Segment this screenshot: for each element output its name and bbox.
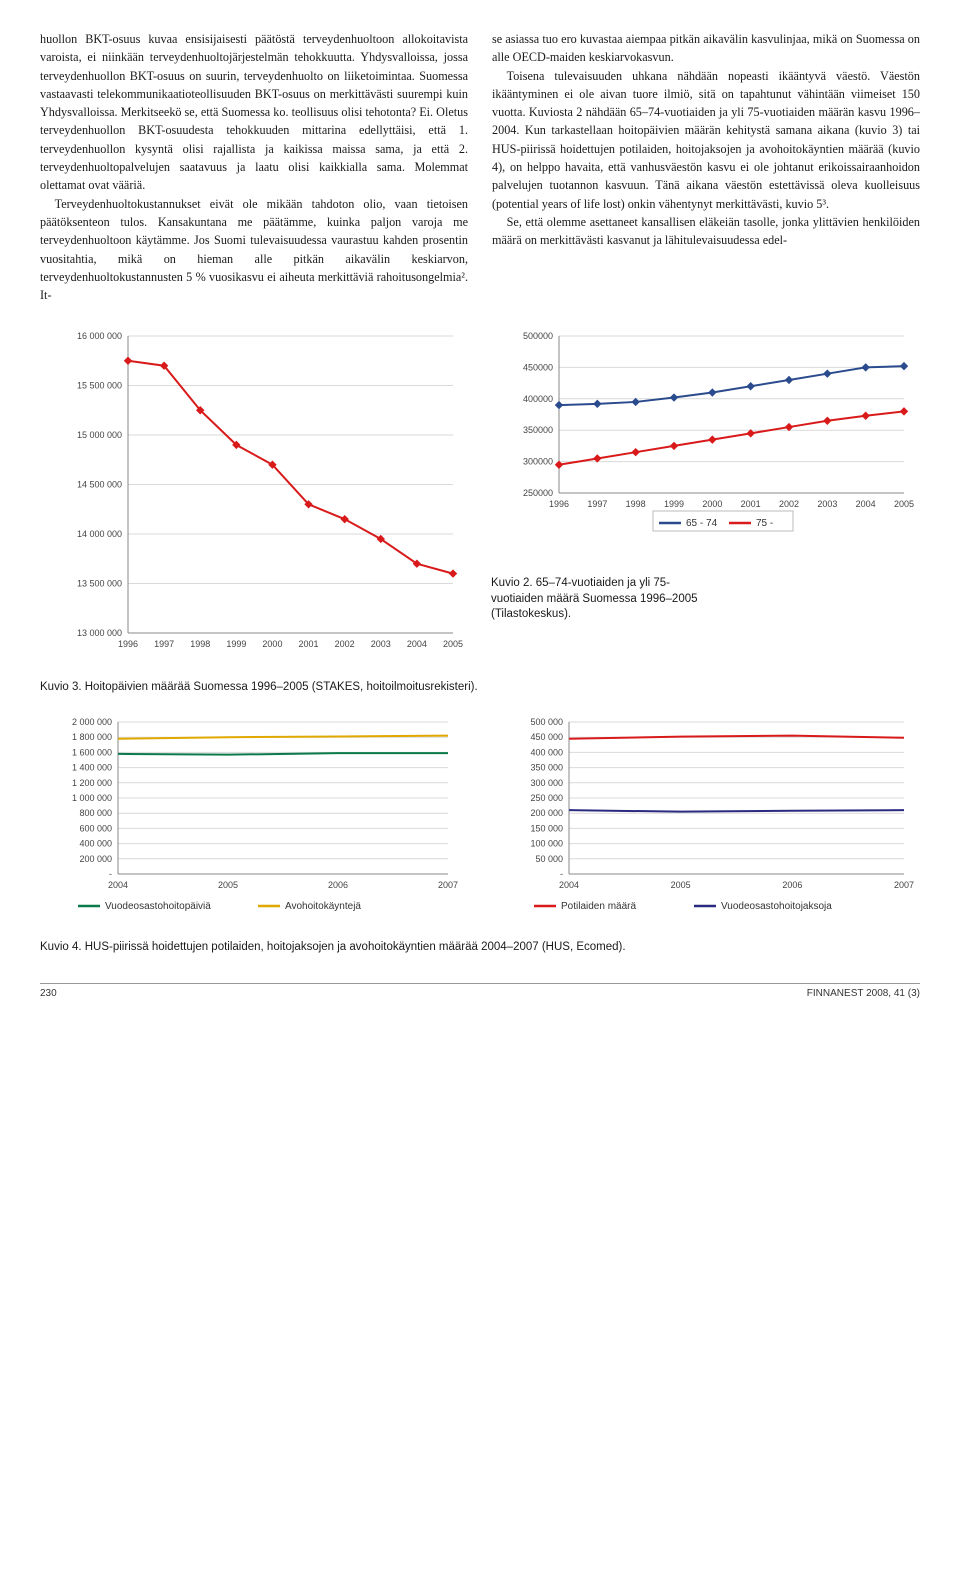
svg-text:2001: 2001	[741, 499, 761, 509]
svg-text:16 000 000: 16 000 000	[77, 331, 122, 341]
svg-text:1 400 000: 1 400 000	[72, 763, 112, 773]
svg-text:1997: 1997	[154, 639, 174, 649]
svg-text:300 000: 300 000	[530, 778, 563, 788]
svg-text:1 600 000: 1 600 000	[72, 747, 112, 757]
svg-text:500 000: 500 000	[530, 717, 563, 727]
kuvio4a-chart: - 200 000 400 000 600 000 800 000 1 000 000 1 …	[40, 706, 466, 922]
svg-text:1996: 1996	[118, 639, 138, 649]
kuvio2-chart: 250000 300000 350000 400000 450000 500000 1996…	[491, 320, 922, 546]
svg-text:400 000: 400 000	[530, 747, 563, 757]
svg-text:2004: 2004	[559, 880, 579, 890]
svg-text:450 000: 450 000	[530, 732, 563, 742]
svg-text:2004: 2004	[407, 639, 427, 649]
svg-text:Potilaiden määrä: Potilaiden määrä	[561, 901, 636, 912]
paragraph: Toisena tulevaisuuden uhkana nähdään nop…	[492, 67, 920, 213]
svg-text:2005: 2005	[671, 880, 691, 890]
svg-text:13 000 000: 13 000 000	[77, 628, 122, 638]
svg-text:500000: 500000	[523, 331, 553, 341]
svg-text:150 000: 150 000	[530, 823, 563, 833]
kuvio4-caption: Kuvio 4. HUS-piirissä hoidettujen potila…	[40, 940, 920, 956]
svg-text:350 000: 350 000	[530, 763, 563, 773]
svg-text:1 800 000: 1 800 000	[72, 732, 112, 742]
paragraph: Terveydenhuoltokustannukset eivät ole mi…	[40, 195, 468, 305]
journal-ref: FINNANEST 2008, 41 (3)	[807, 988, 920, 999]
svg-text:15 500 000: 15 500 000	[77, 381, 122, 391]
svg-text:2000: 2000	[702, 499, 722, 509]
svg-text:2001: 2001	[299, 639, 319, 649]
svg-text:200 000: 200 000	[530, 808, 563, 818]
kuvio2-caption: Kuvio 2. 65–74-vuotiaiden ja yli 75-vuot…	[491, 546, 721, 623]
svg-text:350000: 350000	[523, 426, 553, 436]
svg-text:100 000: 100 000	[530, 839, 563, 849]
svg-text:2007: 2007	[894, 880, 914, 890]
svg-text:2002: 2002	[335, 639, 355, 649]
kuvio3-chart: 13 000 000 13 500 000 14 000 000 14 500 000…	[40, 320, 471, 666]
svg-text:2 000 000: 2 000 000	[72, 717, 112, 727]
svg-text:2007: 2007	[438, 880, 458, 890]
svg-text:15 000 000: 15 000 000	[77, 430, 122, 440]
column-left: huollon BKT-osuus kuvaa ensisijaisesti p…	[40, 30, 468, 304]
page-footer: 230 FINNANEST 2008, 41 (3)	[40, 983, 920, 999]
svg-text:1997: 1997	[587, 499, 607, 509]
svg-text:800 000: 800 000	[79, 808, 112, 818]
svg-text:Vuodeosastohoitojaksoja: Vuodeosastohoitojaksoja	[721, 901, 832, 912]
svg-text:-: -	[560, 869, 563, 879]
svg-text:13 500 000: 13 500 000	[77, 579, 122, 589]
svg-text:2005: 2005	[218, 880, 238, 890]
svg-text:75 -: 75 -	[756, 518, 773, 529]
svg-text:Vuodeosastohoitopäiviä: Vuodeosastohoitopäiviä	[105, 901, 211, 912]
svg-text:2005: 2005	[894, 499, 914, 509]
svg-text:2006: 2006	[782, 880, 802, 890]
svg-text:1996: 1996	[549, 499, 569, 509]
svg-text:-: -	[109, 869, 112, 879]
svg-text:600 000: 600 000	[79, 823, 112, 833]
kuvio4b-chart: - 50 000 100 000 150 000 200 000 250 000 300 0…	[496, 706, 922, 922]
kuvio3-caption: Kuvio 3. Hoitopäivien määrää Suomessa 19…	[40, 680, 920, 696]
svg-text:65 - 74: 65 - 74	[686, 518, 718, 529]
svg-text:1 000 000: 1 000 000	[72, 793, 112, 803]
svg-text:1999: 1999	[226, 639, 246, 649]
article-body: huollon BKT-osuus kuvaa ensisijaisesti p…	[40, 30, 920, 304]
svg-text:2004: 2004	[856, 499, 876, 509]
svg-text:2003: 2003	[817, 499, 837, 509]
svg-text:14 500 000: 14 500 000	[77, 480, 122, 490]
svg-text:400 000: 400 000	[79, 839, 112, 849]
svg-text:250000: 250000	[523, 488, 553, 498]
svg-text:2006: 2006	[328, 880, 348, 890]
charts-row-1: 13 000 000 13 500 000 14 000 000 14 500 000…	[40, 320, 920, 666]
svg-text:50 000: 50 000	[535, 854, 563, 864]
paragraph: Se, että olemme asettaneet kansallisen e…	[492, 213, 920, 250]
svg-text:2000: 2000	[262, 639, 282, 649]
svg-text:200 000: 200 000	[79, 854, 112, 864]
svg-text:Avohoitokäyntejä: Avohoitokäyntejä	[285, 901, 361, 912]
charts-row-2: - 200 000 400 000 600 000 800 000 1 000 000 1 …	[40, 706, 920, 922]
svg-text:2005: 2005	[443, 639, 463, 649]
svg-text:2004: 2004	[108, 880, 128, 890]
svg-text:300000: 300000	[523, 457, 553, 467]
svg-text:450000: 450000	[523, 363, 553, 373]
column-right: se asiassa tuo ero kuvastaa aiempaa pitk…	[492, 30, 920, 304]
svg-text:1998: 1998	[626, 499, 646, 509]
svg-text:2003: 2003	[371, 639, 391, 649]
svg-text:2002: 2002	[779, 499, 799, 509]
svg-text:250 000: 250 000	[530, 793, 563, 803]
svg-text:1 200 000: 1 200 000	[72, 778, 112, 788]
svg-text:400000: 400000	[523, 394, 553, 404]
paragraph: se asiassa tuo ero kuvastaa aiempaa pitk…	[492, 30, 920, 67]
page-number: 230	[40, 988, 57, 999]
svg-text:1998: 1998	[190, 639, 210, 649]
svg-text:14 000 000: 14 000 000	[77, 529, 122, 539]
paragraph: huollon BKT-osuus kuvaa ensisijaisesti p…	[40, 30, 468, 195]
svg-text:1999: 1999	[664, 499, 684, 509]
